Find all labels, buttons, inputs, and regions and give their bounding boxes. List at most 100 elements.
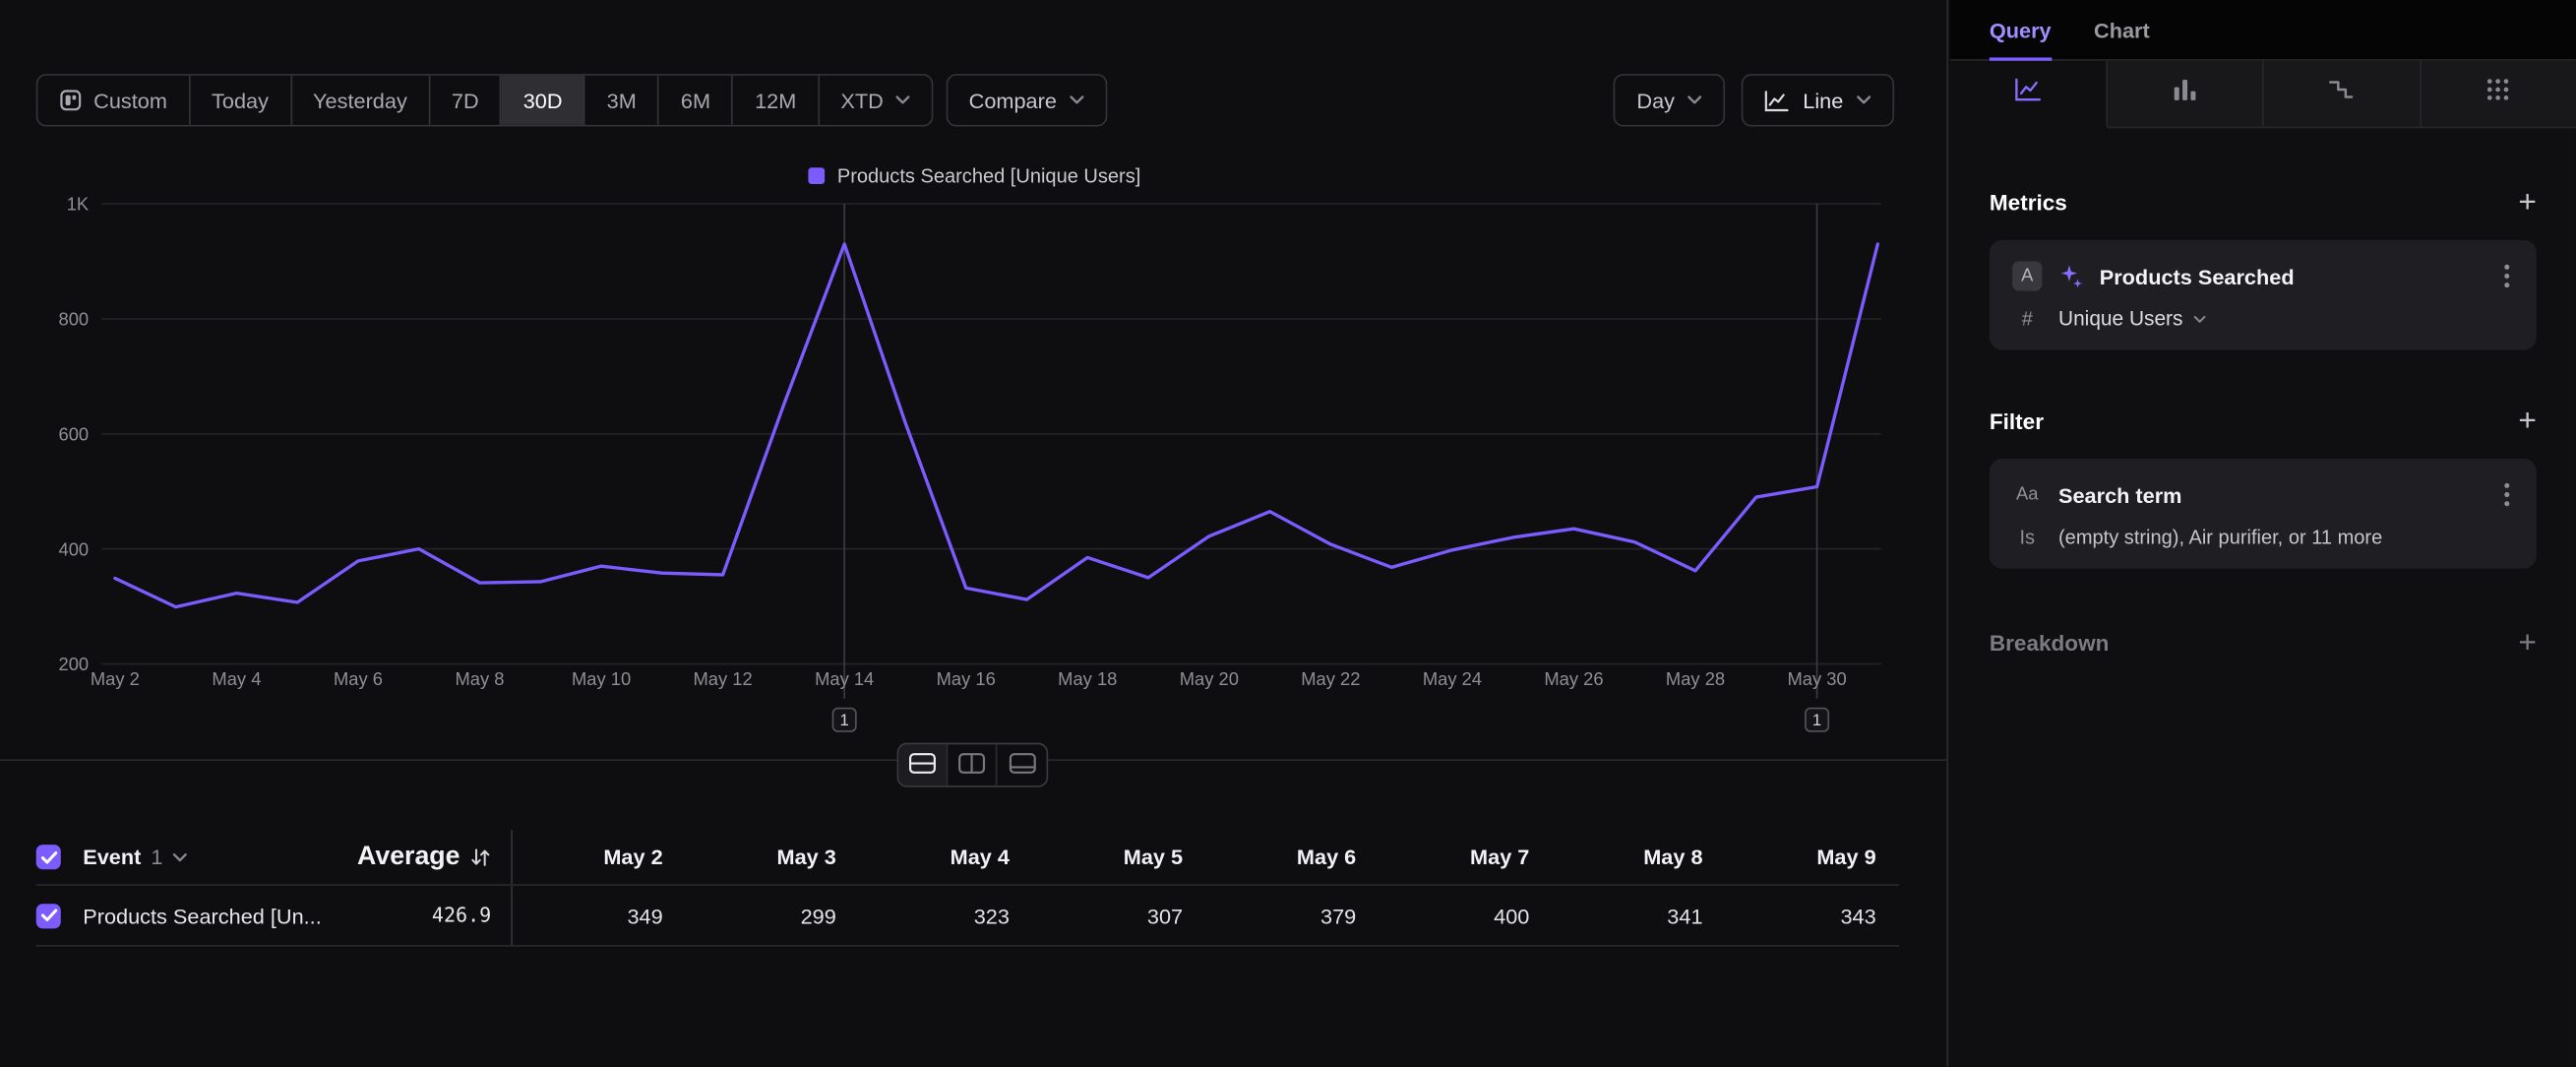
select-all-checkbox[interactable] bbox=[36, 845, 61, 869]
header-checkbox-cell bbox=[36, 830, 84, 884]
svg-text:1K: 1K bbox=[67, 194, 90, 215]
tab-chart[interactable]: Chart bbox=[2094, 0, 2150, 59]
svg-text:May 14: May 14 bbox=[815, 668, 874, 689]
average-cell: 426.9 bbox=[351, 886, 492, 945]
sidebar-content: Metrics + A Products Searched # bbox=[1950, 187, 2576, 659]
layout-split-horizontal-button[interactable] bbox=[898, 744, 948, 785]
range-button-custom[interactable]: Custom bbox=[37, 76, 190, 125]
add-filter-button[interactable]: + bbox=[2518, 406, 2537, 437]
line-chart-icon bbox=[1765, 90, 1790, 111]
range-button-yesterday[interactable]: Yesterday bbox=[291, 76, 430, 125]
range-button-30d[interactable]: 30D bbox=[502, 76, 585, 125]
svg-text:May 26: May 26 bbox=[1544, 668, 1603, 689]
value-cell: 400 bbox=[1380, 903, 1553, 927]
grid-dots-icon bbox=[2486, 77, 2511, 109]
metric-name: Products Searched bbox=[2100, 264, 2484, 288]
kebab-menu-icon[interactable] bbox=[2500, 478, 2513, 511]
add-breakdown-button[interactable]: + bbox=[2518, 628, 2537, 659]
sidebar-tabs: Query Chart bbox=[1950, 0, 2576, 61]
metric-card-row2: # Unique Users bbox=[2012, 307, 2513, 330]
filter-value[interactable]: (empty string), Air purifier, or 11 more bbox=[2058, 526, 2382, 548]
table-header-row: Event 1 Average May 2May 3May 4May 5May … bbox=[36, 830, 1899, 886]
metrics-section-heading: Metrics + bbox=[1990, 187, 2537, 219]
table-row: Products Searched [Un... 426.9 349299323… bbox=[36, 886, 1899, 947]
annotation-badge[interactable]: 1 bbox=[832, 709, 855, 731]
event-label: Event bbox=[83, 845, 141, 869]
active-tab-underline bbox=[1990, 57, 2052, 60]
tab-retention[interactable] bbox=[2264, 61, 2421, 128]
filter-type-badge: Aa bbox=[2012, 485, 2042, 505]
metric-card[interactable]: A Products Searched # Unique Users bbox=[1990, 240, 2537, 350]
kebab-menu-icon[interactable] bbox=[2500, 260, 2513, 292]
compare-label: Compare bbox=[969, 88, 1057, 112]
filter-card-row2: Is (empty string), Air purifier, or 11 m… bbox=[2012, 526, 2513, 548]
tab-chart-label: Chart bbox=[2094, 18, 2150, 42]
range-button-xtd[interactable]: XTD bbox=[820, 76, 932, 125]
sparkle-icon bbox=[2058, 263, 2083, 289]
range-button-12m[interactable]: 12M bbox=[733, 76, 819, 125]
svg-text:May 6: May 6 bbox=[334, 668, 383, 689]
svg-text:1: 1 bbox=[1812, 711, 1821, 729]
compare-button[interactable]: Compare bbox=[946, 74, 1107, 126]
average-header: Average bbox=[351, 830, 492, 884]
series-name: Products Searched [Un... bbox=[83, 903, 322, 927]
layout-toggle-group bbox=[897, 743, 1049, 787]
measure-prefix: # bbox=[2012, 307, 2042, 330]
row-checkbox[interactable] bbox=[36, 903, 61, 927]
range-button-6m[interactable]: 6M bbox=[659, 76, 733, 125]
date-column-header: May 2 bbox=[513, 845, 686, 869]
svg-text:800: 800 bbox=[59, 309, 90, 330]
chart-type-label: Line bbox=[1803, 88, 1843, 112]
range-label: 30D bbox=[523, 88, 563, 112]
range-button-today[interactable]: Today bbox=[190, 76, 291, 125]
svg-text:May 20: May 20 bbox=[1180, 668, 1239, 689]
query-sidebar: Query Chart bbox=[1950, 0, 2576, 1067]
series-name-cell[interactable]: Products Searched [Un... bbox=[83, 886, 350, 945]
tab-query-label: Query bbox=[1990, 18, 2052, 42]
event-count: 1 bbox=[151, 845, 162, 869]
chart-type-button[interactable]: Line bbox=[1742, 74, 1894, 126]
chevron-down-icon bbox=[1070, 95, 1084, 105]
tab-funnels[interactable] bbox=[2107, 61, 2263, 128]
sort-icon[interactable] bbox=[470, 847, 492, 867]
value-cell: 343 bbox=[1726, 903, 1899, 927]
tab-more[interactable] bbox=[2421, 61, 2576, 128]
row-checkbox-cell bbox=[36, 886, 84, 945]
app-window: CustomTodayYesterday7D 30D 3M6M12MXTD Comp… bbox=[0, 0, 2576, 1067]
tab-query[interactable]: Query bbox=[1990, 0, 2052, 59]
filter-property-name: Search term bbox=[2058, 482, 2484, 507]
analysis-type-tabs bbox=[1950, 61, 2576, 128]
date-range-group: CustomTodayYesterday7D 30D 3M6M12MXTD bbox=[36, 74, 933, 126]
annotation-badge[interactable]: 1 bbox=[1806, 709, 1828, 731]
layout-split-vertical-button[interactable] bbox=[948, 744, 997, 785]
filter-section-heading: Filter + bbox=[1990, 406, 2537, 437]
svg-text:May 30: May 30 bbox=[1787, 668, 1846, 689]
average-label: Average bbox=[357, 843, 460, 872]
svg-text:May 22: May 22 bbox=[1301, 668, 1360, 689]
measure-selector[interactable]: Unique Users bbox=[2058, 307, 2206, 330]
svg-text:May 4: May 4 bbox=[212, 668, 261, 689]
value-cell: 299 bbox=[686, 903, 859, 927]
chevron-down-icon bbox=[1687, 95, 1702, 105]
range-button-3m[interactable]: 3M bbox=[585, 76, 659, 125]
svg-text:May 12: May 12 bbox=[694, 668, 753, 689]
event-header[interactable]: Event 1 bbox=[83, 830, 350, 884]
calendar-icon bbox=[59, 89, 82, 111]
filter-card[interactable]: Aa Search term Is (empty string), Air pu… bbox=[1990, 459, 2537, 569]
svg-text:May 24: May 24 bbox=[1423, 668, 1482, 689]
line-chart[interactable]: 2004006008001KMay 2May 4May 6May 8May 10… bbox=[0, 157, 1948, 740]
layout-chart-only-button[interactable] bbox=[997, 744, 1046, 785]
granularity-button[interactable]: Day bbox=[1614, 74, 1726, 126]
filter-operator[interactable]: Is bbox=[2012, 526, 2042, 548]
add-metric-button[interactable]: + bbox=[2518, 187, 2537, 219]
svg-text:May 18: May 18 bbox=[1058, 668, 1117, 689]
chevron-down-icon[interactable] bbox=[172, 852, 187, 862]
range-button-7d[interactable]: 7D bbox=[430, 76, 502, 125]
tab-insights[interactable] bbox=[1950, 61, 2107, 128]
value-cell: 307 bbox=[1032, 903, 1205, 927]
chart-only-icon bbox=[1008, 752, 1035, 779]
metrics-title: Metrics bbox=[1990, 191, 2067, 216]
svg-text:May 16: May 16 bbox=[937, 668, 996, 689]
bar-chart-icon bbox=[2172, 77, 2198, 109]
svg-text:1: 1 bbox=[840, 711, 849, 729]
